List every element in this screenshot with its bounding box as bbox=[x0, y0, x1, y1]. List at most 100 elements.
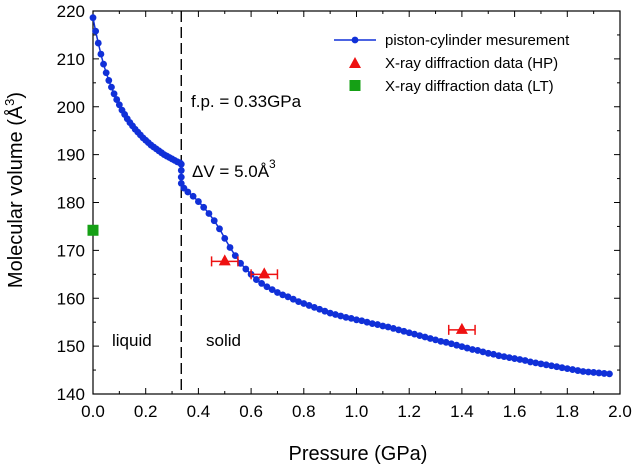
x-tick-label: 1.8 bbox=[555, 402, 579, 421]
legend-piston-label: piston-cylinder mesurement bbox=[385, 32, 570, 49]
piston-point bbox=[379, 322, 387, 330]
x-tick-label: 0.2 bbox=[134, 402, 158, 421]
piston-point bbox=[279, 291, 287, 299]
piston-point bbox=[447, 340, 455, 348]
piston-point bbox=[432, 336, 439, 344]
x-tick-label: 1.4 bbox=[450, 402, 474, 421]
y-axis-title-sup: 3 bbox=[2, 99, 17, 106]
piston-point bbox=[221, 235, 229, 242]
delta-v-label: ΔV = 5.0Å3 bbox=[192, 157, 276, 181]
legend: piston-cylinder mesurement X-ray diffrac… bbox=[334, 32, 570, 95]
piston-point bbox=[563, 365, 571, 373]
piston-point bbox=[332, 311, 339, 318]
piston-point bbox=[363, 318, 371, 326]
piston-point bbox=[395, 326, 403, 334]
piston-point bbox=[542, 361, 550, 369]
piston-point bbox=[595, 369, 603, 377]
piston-point bbox=[300, 300, 308, 307]
piston-point bbox=[200, 203, 208, 211]
piston-point bbox=[195, 198, 202, 205]
piston-point bbox=[102, 69, 110, 77]
y-tick-label: 140 bbox=[57, 385, 85, 404]
piston-point bbox=[231, 252, 239, 260]
piston-point bbox=[389, 325, 397, 332]
piston-point bbox=[284, 293, 292, 301]
piston-point bbox=[337, 312, 345, 320]
piston-point bbox=[237, 259, 244, 267]
piston-point bbox=[374, 321, 381, 328]
piston-point bbox=[426, 335, 434, 342]
piston-point bbox=[442, 338, 450, 346]
piston-point bbox=[100, 60, 107, 68]
y-tick-label: 160 bbox=[57, 289, 85, 308]
x-tick-label: 1.6 bbox=[503, 402, 527, 421]
piston-point bbox=[226, 244, 234, 251]
legend-piston-marker bbox=[351, 36, 359, 44]
piston-point bbox=[347, 314, 355, 322]
piston-point bbox=[177, 160, 185, 168]
piston-point bbox=[205, 210, 213, 217]
piston-point bbox=[484, 349, 492, 357]
piston-point bbox=[177, 167, 185, 174]
piston-point bbox=[421, 333, 429, 341]
piston-point bbox=[500, 353, 508, 361]
liquid-region-label: liquid bbox=[112, 331, 152, 350]
piston-point bbox=[469, 346, 476, 353]
piston-point bbox=[537, 360, 545, 368]
piston-point bbox=[574, 367, 582, 374]
hp-point bbox=[218, 254, 231, 266]
piston-point bbox=[411, 330, 418, 338]
piston-point bbox=[606, 370, 613, 378]
piston-point bbox=[316, 305, 324, 313]
piston-point bbox=[305, 302, 313, 309]
piston-point bbox=[463, 344, 471, 352]
y-tick-label: 210 bbox=[57, 50, 85, 69]
plot-layer: 0.0 0.2 0.4 0.6 0.8 1.0 1.2 1.4 1.6 1.8 2.0 140 150 1… bbox=[57, 2, 632, 421]
piston-point bbox=[342, 314, 350, 321]
piston-point bbox=[189, 192, 197, 200]
piston-point bbox=[295, 298, 302, 306]
piston-point bbox=[105, 77, 113, 84]
y-axis-title: Molecular volume (Å3) bbox=[2, 92, 27, 288]
lt-point bbox=[87, 224, 99, 236]
piston-point bbox=[321, 307, 329, 315]
x-tick-label: 0.8 bbox=[292, 402, 316, 421]
piston-point bbox=[553, 363, 561, 371]
x-tick-label: 1.0 bbox=[345, 402, 369, 421]
x-axis-title: Pressure (GPa) bbox=[289, 443, 428, 465]
piston-point bbox=[353, 316, 360, 324]
piston-point bbox=[511, 355, 518, 362]
y-tick-label: 170 bbox=[57, 241, 85, 260]
y-tick-label: 150 bbox=[57, 337, 85, 356]
piston-point bbox=[177, 173, 185, 181]
delta-v-sup: 3 bbox=[269, 157, 276, 171]
piston-point bbox=[113, 96, 121, 103]
piston-point bbox=[521, 357, 529, 364]
y-tick-label: 200 bbox=[57, 98, 85, 117]
freezing-point-label: f.p. = 0.33GPa bbox=[191, 92, 302, 111]
piston-point bbox=[89, 14, 97, 22]
piston-point bbox=[289, 295, 297, 303]
legend-hp-marker bbox=[349, 57, 361, 68]
piston-point bbox=[252, 276, 260, 283]
piston-point bbox=[110, 90, 118, 98]
piston-point bbox=[405, 329, 413, 337]
piston-point bbox=[268, 286, 276, 294]
piston-point bbox=[516, 356, 524, 363]
piston-point bbox=[590, 369, 598, 376]
piston-point bbox=[479, 348, 487, 356]
legend-lt-marker bbox=[349, 80, 361, 91]
x-tick-label: 0.6 bbox=[239, 402, 263, 421]
x-tick-label: 1.2 bbox=[397, 402, 421, 421]
y-axis-title-close: ) bbox=[5, 92, 27, 99]
piston-point bbox=[584, 368, 592, 376]
piston-point bbox=[548, 362, 555, 370]
piston-point bbox=[310, 303, 318, 311]
piston-point bbox=[258, 280, 266, 287]
piston-point bbox=[263, 283, 271, 291]
piston-point bbox=[368, 320, 376, 328]
piston-point bbox=[216, 225, 223, 233]
x-tick-label: 0.4 bbox=[187, 402, 211, 421]
piston-point bbox=[94, 39, 102, 47]
